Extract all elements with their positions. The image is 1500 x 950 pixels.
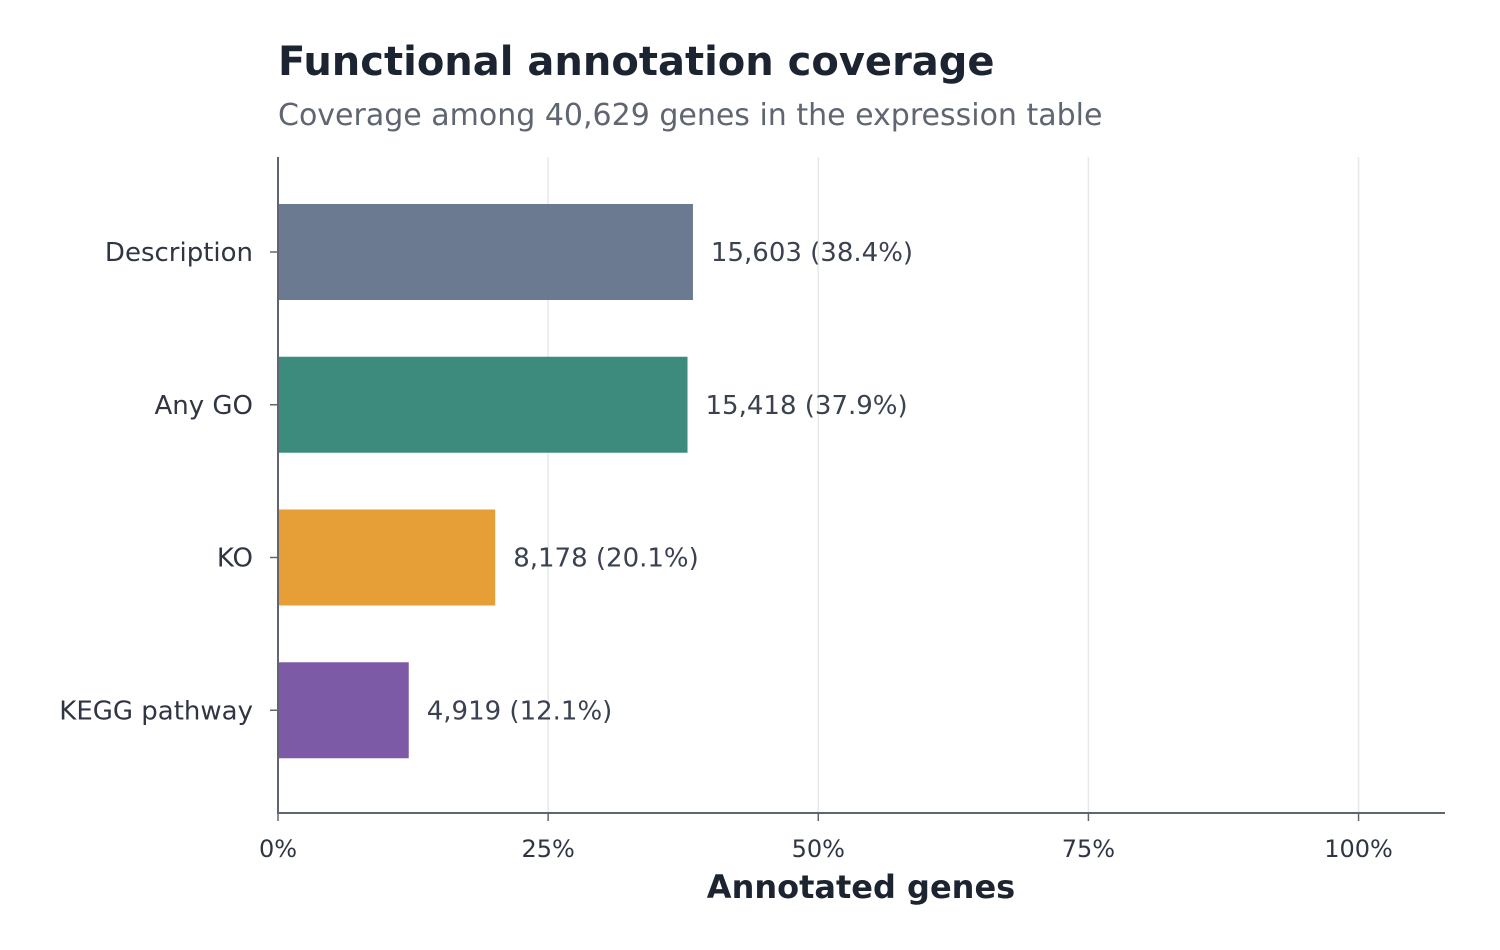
x-axis-ticks: 0% 25% 50% 75% 100% [259, 813, 1393, 863]
chart-title: Functional annotation coverage [278, 39, 995, 85]
value-labels: 15,603 (38.4%) 15,418 (37.9%) 8,178 (20.1%… [427, 238, 913, 726]
x-axis-title: Annotated genes [707, 868, 1015, 906]
chart-subtitle: Coverage among 40,629 genes in the expre… [278, 98, 1102, 133]
category-label: KO [217, 544, 253, 574]
value-label: 15,603 (38.4%) [711, 238, 913, 268]
gridlines [547, 157, 1360, 813]
category-axis-labels: Description Any GO KO KEGG pathway [59, 238, 278, 726]
bar-ko [278, 509, 496, 606]
bar-kegg-pathway [278, 662, 409, 759]
category-label: Description [105, 238, 253, 268]
x-tick-label: 25% [521, 835, 574, 863]
x-tick-label: 75% [1062, 835, 1115, 863]
category-label: KEGG pathway [59, 696, 253, 726]
bar-any-go [278, 356, 688, 453]
value-label: 4,919 (12.1%) [427, 696, 613, 726]
category-label: Any GO [154, 391, 253, 421]
value-label: 15,418 (37.9%) [706, 391, 908, 421]
value-label: 8,178 (20.1%) [513, 544, 699, 574]
bars [278, 204, 693, 759]
bar-description [278, 204, 693, 300]
x-tick-label: 0% [259, 835, 297, 863]
x-tick-label: 50% [792, 835, 845, 863]
x-tick-label: 100% [1324, 835, 1393, 863]
